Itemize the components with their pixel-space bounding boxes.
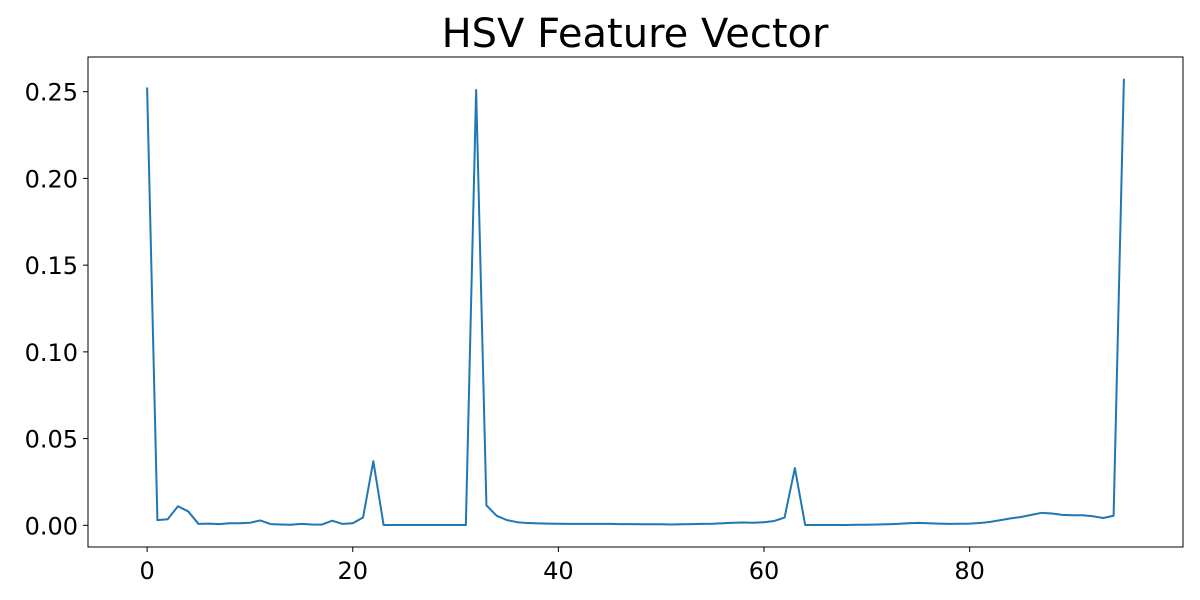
y-tick-label: 0.10 xyxy=(25,339,78,367)
x-tick-label: 40 xyxy=(543,557,574,585)
x-tick-label: 60 xyxy=(749,557,780,585)
x-tick-label: 20 xyxy=(337,557,368,585)
series-line xyxy=(146,78,1125,526)
y-tick-label: 0.05 xyxy=(25,426,78,454)
x-axis: 0 20 40 60 80 xyxy=(139,547,985,585)
axes-frame xyxy=(87,56,1184,548)
y-tick-label: 0.15 xyxy=(25,252,78,280)
y-tick-label: 0.25 xyxy=(25,79,78,107)
y-axis: 0.00 0.05 0.10 0.15 0.20 0.25 xyxy=(25,79,88,540)
y-tick-label: 0.20 xyxy=(25,165,78,193)
x-tick-label: 80 xyxy=(954,557,985,585)
chart-title: HSV Feature Vector xyxy=(442,11,829,57)
y-tick-label: 0.00 xyxy=(25,512,78,540)
plot-area xyxy=(146,78,1125,526)
x-tick-label: 0 xyxy=(139,557,154,585)
